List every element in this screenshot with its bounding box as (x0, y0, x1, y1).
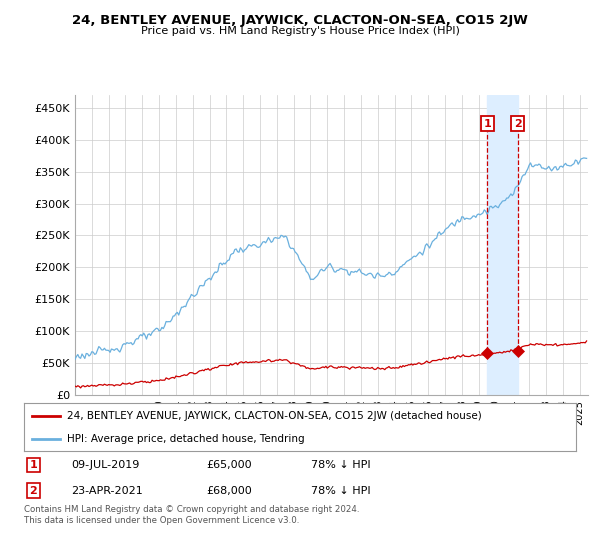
Text: 78% ↓ HPI: 78% ↓ HPI (311, 486, 371, 496)
Text: £68,000: £68,000 (206, 486, 252, 496)
Text: 09-JUL-2019: 09-JUL-2019 (71, 460, 139, 470)
Text: Contains HM Land Registry data © Crown copyright and database right 2024.
This d: Contains HM Land Registry data © Crown c… (24, 505, 359, 525)
Text: Price paid vs. HM Land Registry's House Price Index (HPI): Price paid vs. HM Land Registry's House … (140, 26, 460, 36)
Text: 23-APR-2021: 23-APR-2021 (71, 486, 143, 496)
Text: 24, BENTLEY AVENUE, JAYWICK, CLACTON-ON-SEA, CO15 2JW: 24, BENTLEY AVENUE, JAYWICK, CLACTON-ON-… (72, 14, 528, 27)
Text: HPI: Average price, detached house, Tendring: HPI: Average price, detached house, Tend… (67, 435, 305, 445)
Text: 2: 2 (514, 119, 521, 129)
Text: 1: 1 (29, 460, 37, 470)
Text: 1: 1 (484, 119, 491, 129)
Bar (487, 95, 518, 395)
Text: 2: 2 (29, 486, 37, 496)
Text: 24, BENTLEY AVENUE, JAYWICK, CLACTON-ON-SEA, CO15 2JW (detached house): 24, BENTLEY AVENUE, JAYWICK, CLACTON-ON-… (67, 410, 482, 421)
Text: £65,000: £65,000 (206, 460, 252, 470)
Text: 78% ↓ HPI: 78% ↓ HPI (311, 460, 371, 470)
